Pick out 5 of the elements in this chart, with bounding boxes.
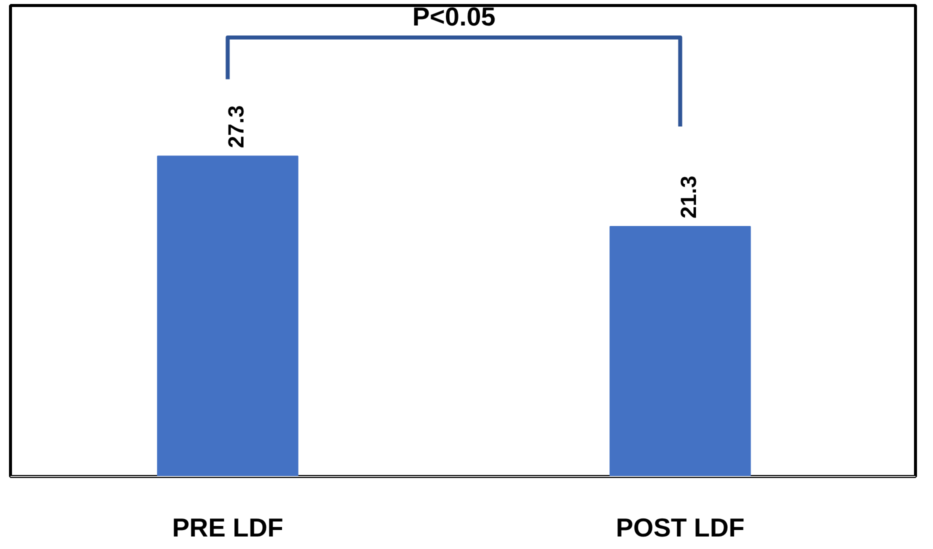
x-tick-label: POST LDF <box>616 512 744 542</box>
data-label: 27.3 <box>224 105 249 148</box>
x-tick-label: PRE LDF <box>172 512 284 542</box>
data-label: 21.3 <box>676 176 702 219</box>
text: P<0.05 <box>412 2 496 32</box>
